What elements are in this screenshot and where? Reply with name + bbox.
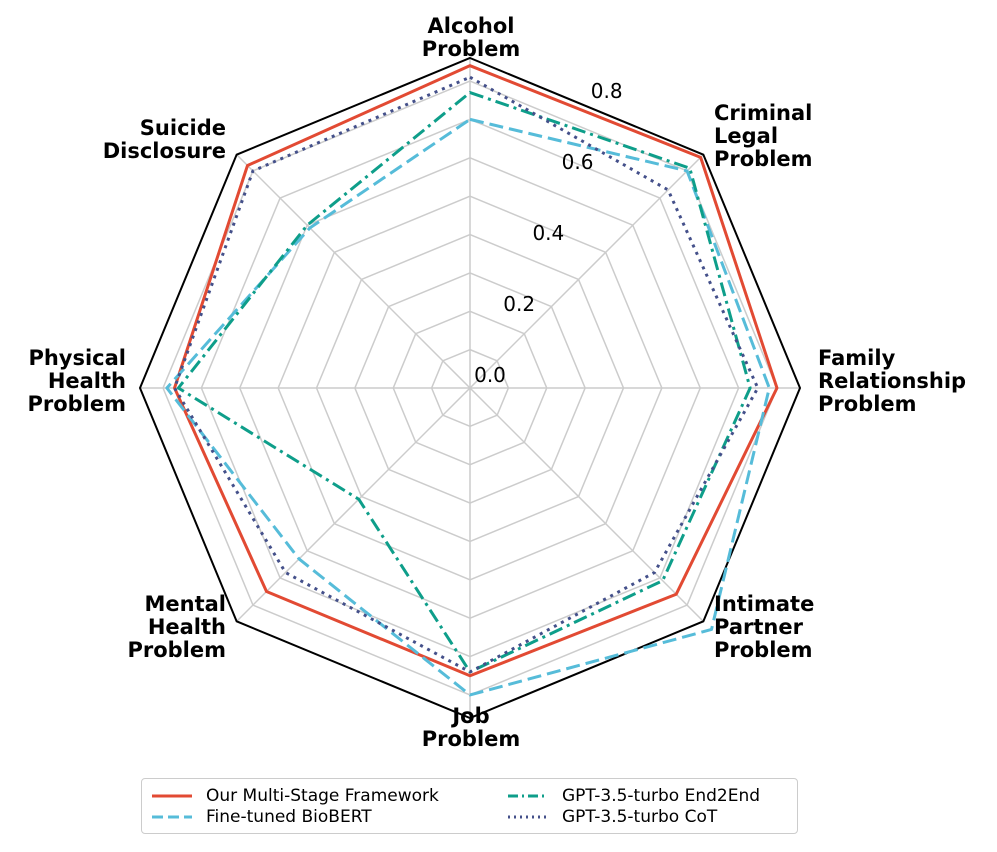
category-label: Problem xyxy=(422,37,521,61)
category-label: Health xyxy=(148,615,226,639)
category-label: Suicide xyxy=(140,116,226,140)
category-label: Problem xyxy=(422,727,521,751)
outer-frame xyxy=(138,56,802,720)
category-label: Partner xyxy=(714,615,804,639)
legend-item: GPT-3.5-turbo End2End xyxy=(508,785,760,807)
category-label: Alcohol xyxy=(428,14,515,38)
grid-spoke xyxy=(469,387,704,622)
category-label: Intimate xyxy=(714,592,814,616)
radial-tick-label: 0.0 xyxy=(474,363,506,387)
legend-swatch-line xyxy=(152,794,192,798)
legend-item: GPT-3.5-turbo CoT xyxy=(508,806,717,828)
category-label: Criminal xyxy=(714,101,812,125)
legend-label: Our Multi-Stage Framework xyxy=(206,786,439,806)
radial-tick-label: 0.6 xyxy=(562,150,594,174)
category-label: Job xyxy=(450,704,489,728)
legend-swatch-line xyxy=(508,815,548,819)
tick-labels: 0.0 0.2 0.4 0.6 0.8 xyxy=(474,79,623,387)
category-label: Problem xyxy=(714,147,813,171)
category-label: Relationship xyxy=(818,369,966,393)
category-label: Disclosure xyxy=(103,139,226,163)
grid-layer xyxy=(138,56,802,720)
grid-spoke xyxy=(236,387,471,622)
grid-spoke xyxy=(236,154,471,389)
category-label: Problem xyxy=(127,638,226,662)
series-line xyxy=(173,64,779,678)
radial-tick-label: 0.8 xyxy=(591,79,623,103)
legend: Our Multi-Stage Framework Fine-tuned Bio… xyxy=(141,778,798,834)
legend-swatch-line xyxy=(152,815,192,819)
category-label: Family xyxy=(818,346,896,370)
legend-item: Our Multi-Stage Framework xyxy=(152,785,439,807)
category-label: Legal xyxy=(714,124,778,148)
category-label: Problem xyxy=(714,638,813,662)
category-label: Mental xyxy=(145,592,227,616)
legend-label: Fine-tuned BioBERT xyxy=(206,807,372,827)
series-layer xyxy=(165,64,779,697)
category-labels: AlcoholProblemCriminalLegalProblemFamily… xyxy=(27,14,966,751)
series-line xyxy=(173,75,760,674)
legend-label: GPT-3.5-turbo CoT xyxy=(562,807,718,827)
radial-tick-label: 0.4 xyxy=(532,221,564,245)
radial-tick-label: 0.2 xyxy=(503,292,535,316)
legend-label: GPT-3.5-turbo End2End xyxy=(562,786,761,806)
radar-chart: 0.00.20.40.60.8 AlcoholProblemCriminalLe… xyxy=(27,14,966,751)
category-label: Health xyxy=(48,369,126,393)
legend-swatch-line xyxy=(508,794,548,798)
category-label: Problem xyxy=(27,392,126,416)
grid-spoke xyxy=(469,154,704,389)
legend-item: Fine-tuned BioBERT xyxy=(152,806,372,828)
category-label: Physical xyxy=(28,346,126,370)
category-label: Problem xyxy=(818,392,917,416)
